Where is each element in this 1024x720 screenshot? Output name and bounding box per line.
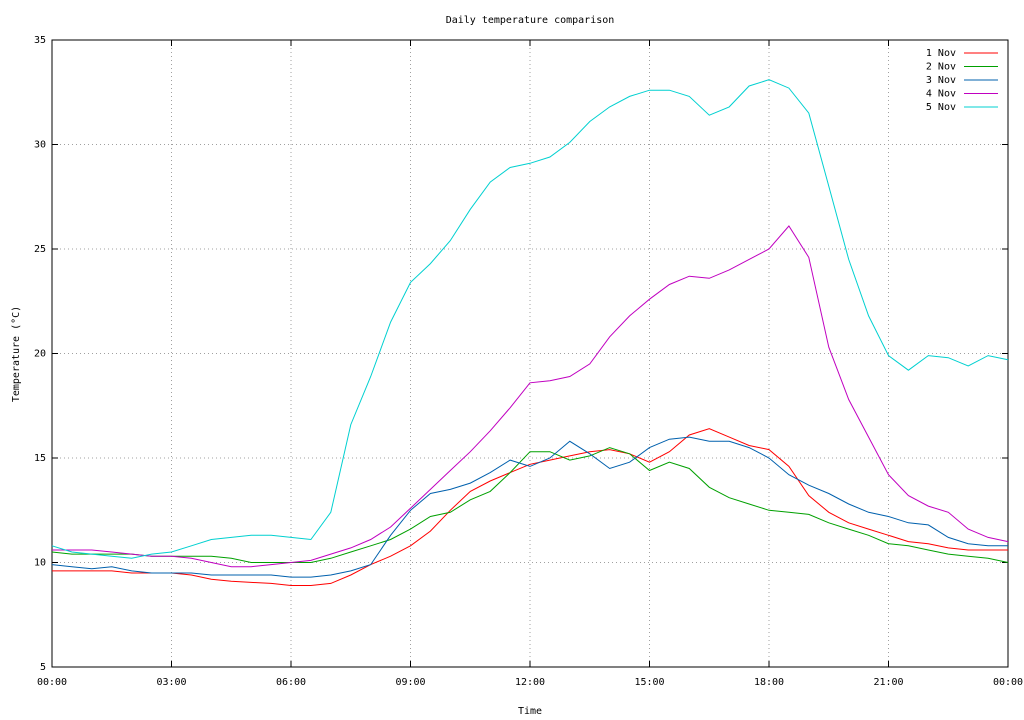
legend-label: 1 Nov (926, 48, 956, 59)
x-tick-label: 15:00 (634, 677, 664, 688)
y-tick-label: 10 (34, 558, 46, 569)
y-tick-label: 35 (34, 35, 46, 46)
x-tick-label: 21:00 (873, 677, 903, 688)
series-line (51, 447, 1009, 563)
x-tick-label: 00:00 (37, 677, 67, 688)
legend-label: 4 Nov (926, 89, 956, 100)
legend-label: 3 Nov (926, 75, 956, 86)
series-line (52, 428, 1008, 586)
legend-label: 2 Nov (926, 62, 956, 73)
chart-title: Daily temperature comparison (446, 15, 615, 26)
y-tick-label: 5 (40, 662, 46, 673)
plot-border (51, 39, 1009, 668)
legend-label: 5 Nov (926, 102, 956, 113)
y-tick-label: 15 (34, 453, 46, 464)
y-tick-label: 30 (34, 140, 46, 151)
x-tick-label: 12:00 (515, 677, 545, 688)
series-line (51, 436, 1008, 578)
x-tick-label: 00:00 (993, 677, 1023, 688)
x-tick-label: 06:00 (276, 677, 306, 688)
y-axis-label: Temperature (°C) (11, 306, 22, 402)
x-tick-label: 09:00 (395, 677, 425, 688)
x-tick-label: 03:00 (156, 677, 186, 688)
y-tick-label: 20 (34, 349, 46, 360)
series-line (51, 79, 1009, 559)
series-line (52, 225, 1009, 568)
x-axis-label: Time (518, 706, 542, 717)
y-tick-label: 25 (34, 244, 46, 255)
x-tick-label: 18:00 (754, 677, 784, 688)
